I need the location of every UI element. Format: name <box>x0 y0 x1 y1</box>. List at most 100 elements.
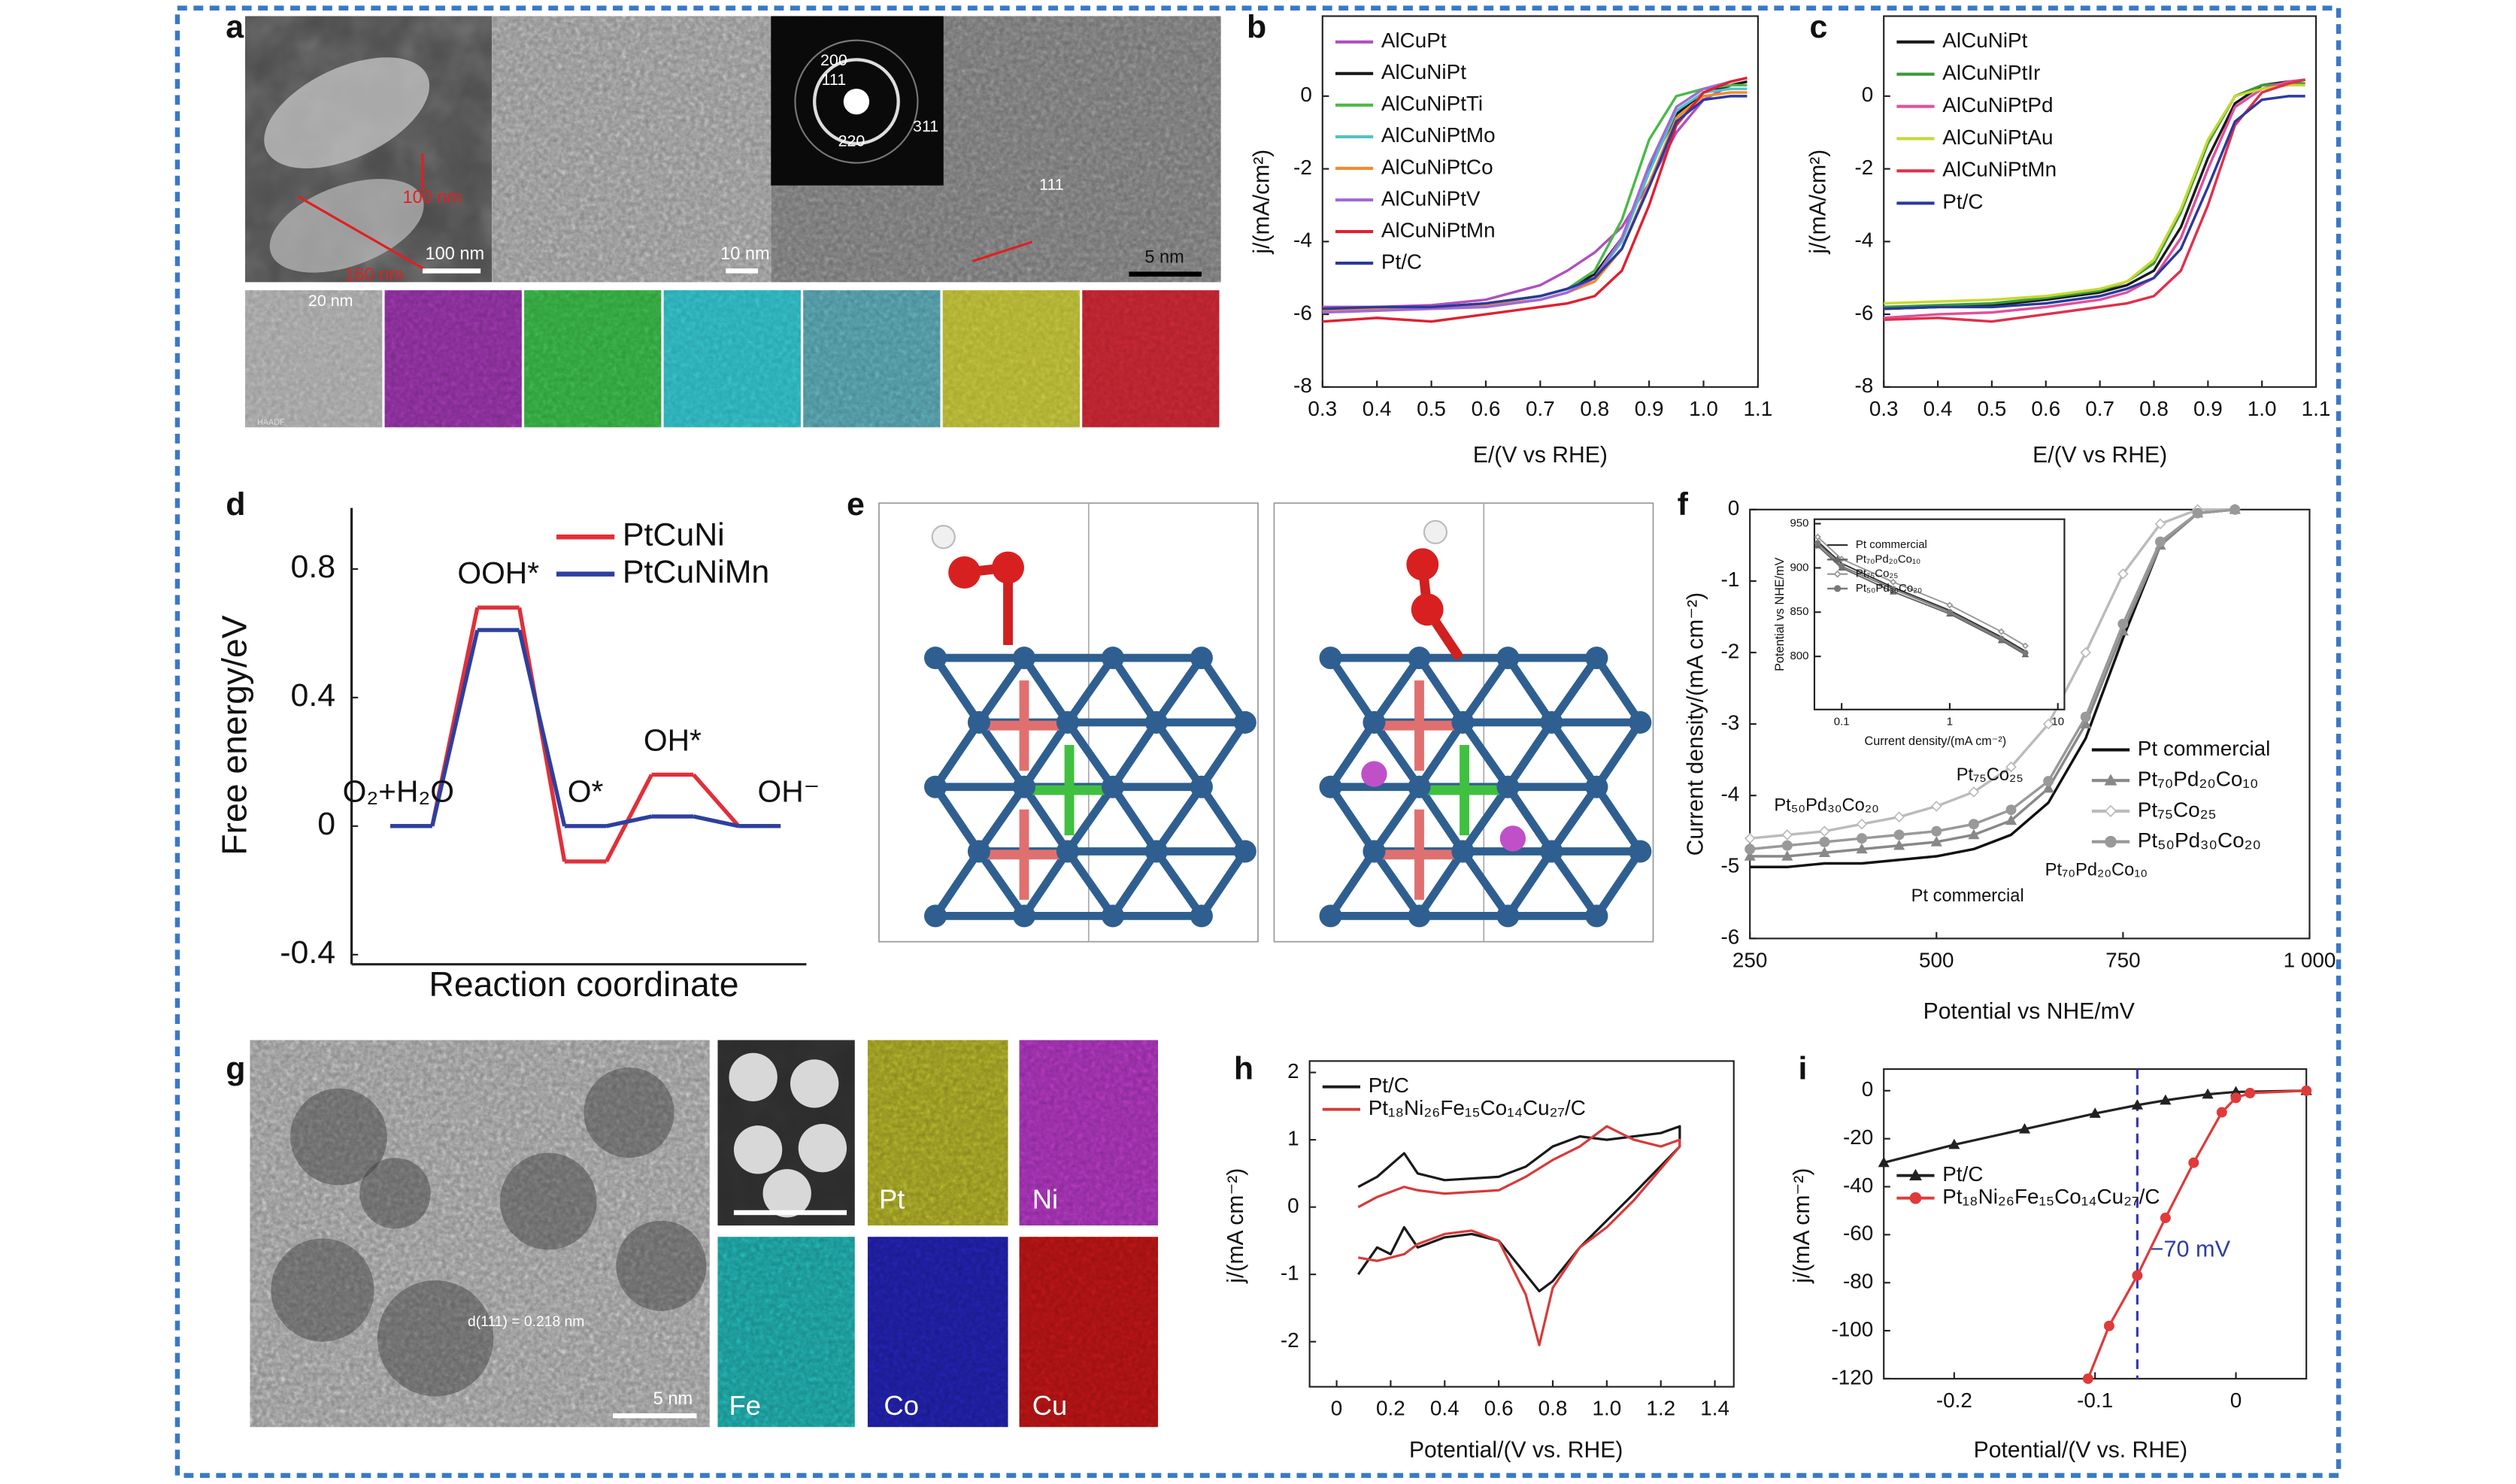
atom <box>1233 840 1256 863</box>
atom <box>1101 904 1124 928</box>
y-tick-label: -1 <box>1720 568 1739 591</box>
atom <box>1540 840 1563 863</box>
x-tick-label: 0 <box>1331 1397 1343 1420</box>
x-axis-label: Reaction coordinate <box>429 965 738 1004</box>
y-tick-label: -8 <box>1854 374 1873 397</box>
marker <box>1781 829 1793 840</box>
marker <box>2230 1092 2242 1104</box>
nanoparticle <box>790 1059 839 1108</box>
micrograph-label: 111 <box>1039 175 1064 193</box>
legend-label: AlCuNiPtPd <box>1942 93 2053 117</box>
arrow <box>297 195 429 272</box>
atom <box>1408 775 1431 798</box>
marker <box>2080 711 2091 722</box>
y-tick-label: 0 <box>317 806 335 842</box>
bond <box>975 849 1028 919</box>
bond <box>1109 784 1160 854</box>
bond <box>1153 719 1205 789</box>
state-label: O₂+H₂O <box>343 774 454 809</box>
connector <box>692 773 741 828</box>
marker <box>1856 818 1868 830</box>
atom <box>967 710 990 734</box>
legend-label: Pt₅₀Pd₃₀Co₂₀ <box>2138 828 2261 852</box>
atom <box>1363 840 1386 863</box>
micrograph-texture <box>663 290 801 428</box>
legend-marker <box>1834 585 1842 592</box>
bond <box>1020 656 1072 725</box>
panel-letter: d <box>226 486 245 522</box>
panel-letter: c <box>1810 9 1828 45</box>
nanoparticle <box>271 1238 374 1342</box>
series-line <box>1750 508 2236 840</box>
legend-label: AlCuNiPtCo <box>1381 155 1493 178</box>
y-tick-label: -4 <box>1854 229 1873 252</box>
legend-label: AlCuNiPtIr <box>1942 61 2040 84</box>
marker <box>2131 1099 2143 1110</box>
atom <box>1363 710 1386 734</box>
bond <box>1460 849 1511 919</box>
reference-label: −70 mV <box>2151 1237 2231 1262</box>
x-tick-label: 1 000 <box>2284 948 2336 971</box>
marker <box>1745 843 1756 855</box>
marker <box>2080 647 2092 659</box>
connector <box>693 814 739 828</box>
legend-label: AlCuPt <box>1381 29 1447 52</box>
legend-marker <box>1909 1192 1922 1204</box>
series-line <box>1817 536 2026 647</box>
y-tick-label: 850 <box>1790 605 1808 618</box>
state-label: O* <box>568 774 604 809</box>
marker <box>1968 819 1979 830</box>
micrograph-texture <box>250 1040 710 1428</box>
atom <box>992 551 1024 584</box>
micrograph-label: 311 <box>913 117 938 135</box>
series-line <box>1750 508 2236 851</box>
marker <box>2043 776 2054 787</box>
bond <box>1416 849 1466 919</box>
panel-letter: h <box>1234 1051 1253 1087</box>
state-label: OH* <box>644 722 702 757</box>
series-annotation: Pt commercial <box>1911 886 2024 906</box>
atom <box>1012 775 1036 798</box>
plot-frame <box>1308 1060 1735 1388</box>
x-tick-label: 750 <box>2105 948 2141 971</box>
micrograph-label: Fe <box>729 1390 761 1421</box>
legend-label: AlCuNiPt <box>1381 60 1466 83</box>
x-tick-label: 0.7 <box>2085 397 2114 420</box>
atom <box>924 775 947 798</box>
bond <box>1416 656 1466 725</box>
legend-label: Pt₁₈Ni₂₆Fe₁₅Co₁₄Cu₂₇/C <box>1942 1185 2160 1208</box>
bond <box>975 656 1028 725</box>
marker <box>2103 1320 2114 1331</box>
series-line <box>1750 508 2236 858</box>
series-annotation: Pt₇₅Co₂₅ <box>1957 765 2023 785</box>
micrograph-texture <box>1082 290 1220 428</box>
x-tick-label: 250 <box>1732 948 1768 971</box>
marker <box>1781 840 1793 851</box>
legend-label: Pt/C <box>1942 190 1983 214</box>
legend-label: Pt₇₀Pd₂₀Co₁₀ <box>1856 553 1920 565</box>
y-tick-label: -60 <box>1843 1222 1873 1245</box>
y-tick-label: 0 <box>1300 83 1312 106</box>
y-tick-label: 2 <box>1287 1059 1299 1083</box>
marker <box>1930 801 1942 812</box>
marker <box>1890 578 1897 586</box>
atom <box>1585 904 1608 928</box>
legend-marker <box>1909 1168 1922 1181</box>
bond <box>1327 719 1378 789</box>
nanoparticle <box>762 1169 811 1218</box>
bond <box>1593 849 1644 919</box>
marker <box>1781 850 1793 861</box>
bond <box>1371 849 1423 919</box>
marker <box>2160 1213 2171 1224</box>
marker <box>2022 650 2029 656</box>
x-tick-label: 0.4 <box>1923 397 1953 420</box>
legend-label: AlCuNiPtMo <box>1381 123 1496 147</box>
atom <box>1411 593 1444 626</box>
micrograph-label: 10 nm <box>720 244 770 263</box>
connector <box>605 814 653 828</box>
y-tick-label: -4 <box>1720 783 1739 806</box>
bond <box>1547 656 1600 725</box>
marker <box>2042 782 2054 793</box>
bond <box>1593 784 1644 854</box>
bond <box>1547 784 1600 854</box>
